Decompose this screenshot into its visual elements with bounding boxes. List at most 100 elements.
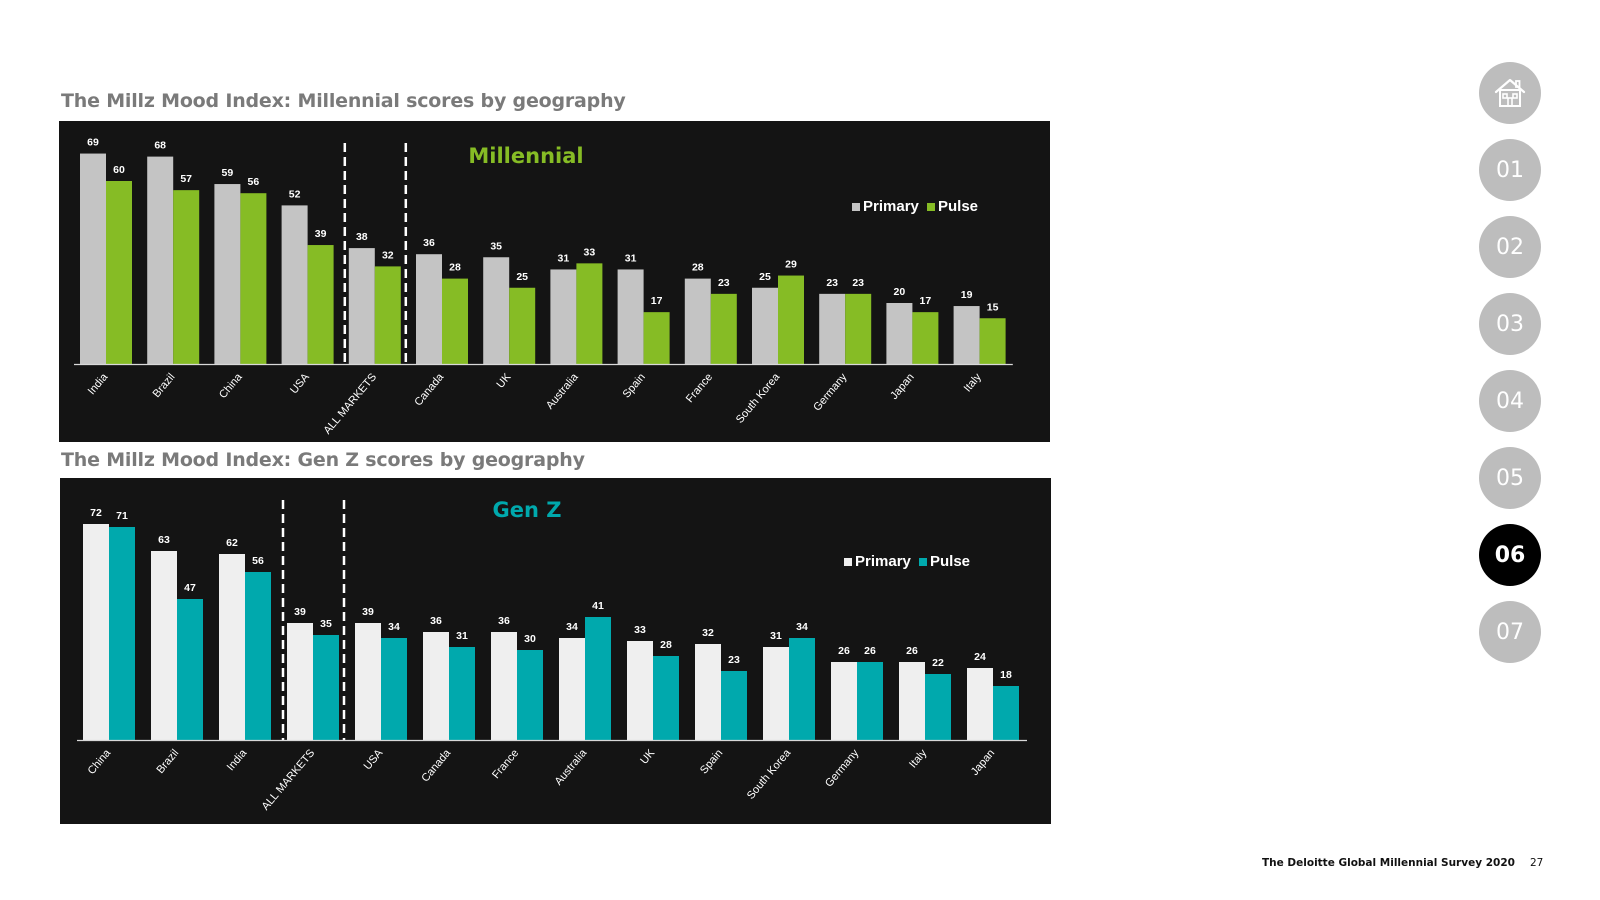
data-label: 28 [660,639,672,651]
bar-primary-china [83,524,109,740]
data-label: 18 [1000,669,1012,681]
category-label: South Korea [734,371,783,426]
data-label: 56 [252,555,264,567]
data-label: 20 [894,286,906,298]
bar-primary-france [684,278,711,364]
home-icon [1494,78,1526,107]
category-label: France [490,747,521,781]
data-label: 71 [116,510,128,522]
bar-primary-usa [281,205,308,364]
nav-section-04[interactable]: 04 [1479,370,1541,432]
data-label: 41 [592,600,604,612]
data-label: 31 [558,252,570,264]
bar-primary-japan [967,668,993,740]
legend-swatch-pulse [919,558,927,566]
bar-primary-india [80,153,106,364]
bar-primary-italy [899,662,925,740]
chart-title: Millennial [468,144,583,168]
bar-pulse-spain [721,671,747,740]
bar-primary-brazil [151,551,177,740]
bar-primary-uk [483,257,510,364]
data-label: 28 [449,262,461,274]
category-label: Spain [621,371,648,400]
category-label: Japan [969,747,997,778]
category-label: Spain [698,747,725,776]
data-label: 68 [154,140,166,152]
bar-primary-spain [617,269,644,364]
category-label: India [86,371,111,398]
category-label: Brazil [154,747,181,776]
data-label: 35 [490,240,502,252]
data-label: 39 [362,606,374,618]
data-label: 34 [566,621,578,633]
bar-pulse-brazil [173,190,200,364]
data-label: 17 [651,295,663,307]
nav-section-01[interactable]: 01 [1479,139,1541,201]
chart-title: Gen Z [493,498,562,522]
data-label: 31 [770,630,782,642]
data-label: 23 [852,277,864,289]
category-label: China [86,747,114,777]
bar-pulse-italy [925,674,951,740]
legend-label-pulse: Pulse [938,198,978,215]
data-label: 39 [294,606,306,618]
category-label: ALL MARKETS [321,371,379,436]
millennial-bar-chart: Millennial 69 60 India 68 57 Brazil 59 56 China 52… [74,137,1013,437]
millennial-section-title: The Millz Mood Index: Millennial scores … [61,90,626,112]
nav-section-06[interactable]: 06 [1479,524,1541,586]
bar-primary-germany [831,662,857,740]
bar-primary-australia [559,638,585,740]
genz-section-title: The Millz Mood Index: Gen Z scores by ge… [61,449,585,471]
category-label: USA [362,747,386,773]
bar-pulse-all-markets [313,635,339,740]
bar-primary-china [214,184,241,364]
data-label: 33 [584,246,596,258]
home-button[interactable] [1479,62,1541,124]
data-label: 23 [728,654,740,666]
data-label: 34 [796,621,808,633]
nav-section-03[interactable]: 03 [1479,293,1541,355]
nav-section-05[interactable]: 05 [1479,447,1541,509]
data-label: 23 [826,277,838,289]
bar-primary-japan [886,303,913,364]
data-label: 56 [248,176,260,188]
millennial-chart-panel: Millennial 69 60 India 68 57 Brazil 59 56 China 52… [59,121,1050,442]
bar-pulse-usa [307,245,334,364]
bar-pulse-china [109,527,135,740]
bar-pulse-france [710,293,737,364]
nav-section-02[interactable]: 02 [1479,216,1541,278]
data-label: 36 [423,237,435,249]
bar-pulse-uk [509,287,536,364]
data-label: 36 [430,615,442,627]
data-label: 19 [961,289,973,301]
data-label: 59 [222,167,234,179]
category-label: Germany [811,371,850,414]
bar-primary-germany [819,293,846,364]
legend-swatch-primary [852,203,860,211]
category-label: Australia [553,747,590,788]
category-label: ALL MARKETS [260,747,318,812]
data-label: 26 [906,645,918,657]
nav-section-07[interactable]: 07 [1479,601,1541,663]
data-label: 36 [498,615,510,627]
data-label: 38 [356,231,368,243]
bar-pulse-south-korea [778,275,804,364]
bar-pulse-japan [912,312,939,364]
bar-pulse-brazil [177,599,203,740]
bar-primary-usa [355,623,381,740]
category-label: Japan [888,371,916,402]
data-label: 33 [634,624,646,636]
bar-primary-canada [416,254,442,364]
category-label: Australia [544,371,581,412]
data-label: 52 [289,188,301,200]
bar-pulse-usa [381,638,407,740]
data-label: 35 [320,618,332,630]
legend-swatch-pulse [927,203,935,211]
bar-pulse-australia [585,617,611,740]
legend-swatch-primary [844,558,852,566]
bar-pulse-germany [845,293,872,364]
data-label: 26 [838,645,850,657]
bar-pulse-italy [979,318,1006,364]
category-label: UK [638,747,657,767]
data-label: 57 [180,173,192,185]
